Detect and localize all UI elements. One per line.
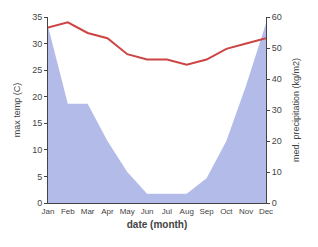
svg-text:20: 20 bbox=[32, 92, 42, 102]
svg-text:30: 30 bbox=[272, 105, 282, 115]
svg-text:date (month): date (month) bbox=[127, 219, 188, 230]
svg-text:0: 0 bbox=[37, 198, 42, 208]
svg-text:Dec: Dec bbox=[259, 207, 273, 216]
svg-text:Mar: Mar bbox=[81, 207, 95, 216]
svg-text:Aug: Aug bbox=[180, 207, 194, 216]
svg-text:Jun: Jun bbox=[141, 207, 154, 216]
svg-text:10: 10 bbox=[272, 167, 282, 177]
svg-text:Oct: Oct bbox=[220, 207, 233, 216]
svg-text:40: 40 bbox=[272, 74, 282, 84]
svg-text:0: 0 bbox=[272, 198, 277, 208]
svg-text:Jul: Jul bbox=[162, 207, 172, 216]
svg-text:30: 30 bbox=[32, 39, 42, 49]
svg-text:50: 50 bbox=[272, 43, 282, 53]
svg-text:May: May bbox=[120, 207, 135, 216]
svg-text:35: 35 bbox=[32, 12, 42, 22]
svg-text:Feb: Feb bbox=[61, 207, 75, 216]
svg-text:Jan: Jan bbox=[42, 207, 55, 216]
svg-text:20: 20 bbox=[272, 136, 282, 146]
svg-text:max temp (C): max temp (C) bbox=[12, 83, 22, 138]
svg-text:Sep: Sep bbox=[199, 207, 214, 216]
svg-text:25: 25 bbox=[32, 65, 42, 75]
svg-text:60: 60 bbox=[272, 12, 282, 22]
svg-text:15: 15 bbox=[32, 118, 42, 128]
svg-text:Nov: Nov bbox=[239, 207, 253, 216]
svg-text:Apr: Apr bbox=[101, 207, 114, 216]
svg-text:med. precipitation (kg/m2): med. precipitation (kg/m2) bbox=[291, 58, 301, 162]
svg-text:10: 10 bbox=[32, 145, 42, 155]
svg-text:5: 5 bbox=[37, 172, 42, 182]
